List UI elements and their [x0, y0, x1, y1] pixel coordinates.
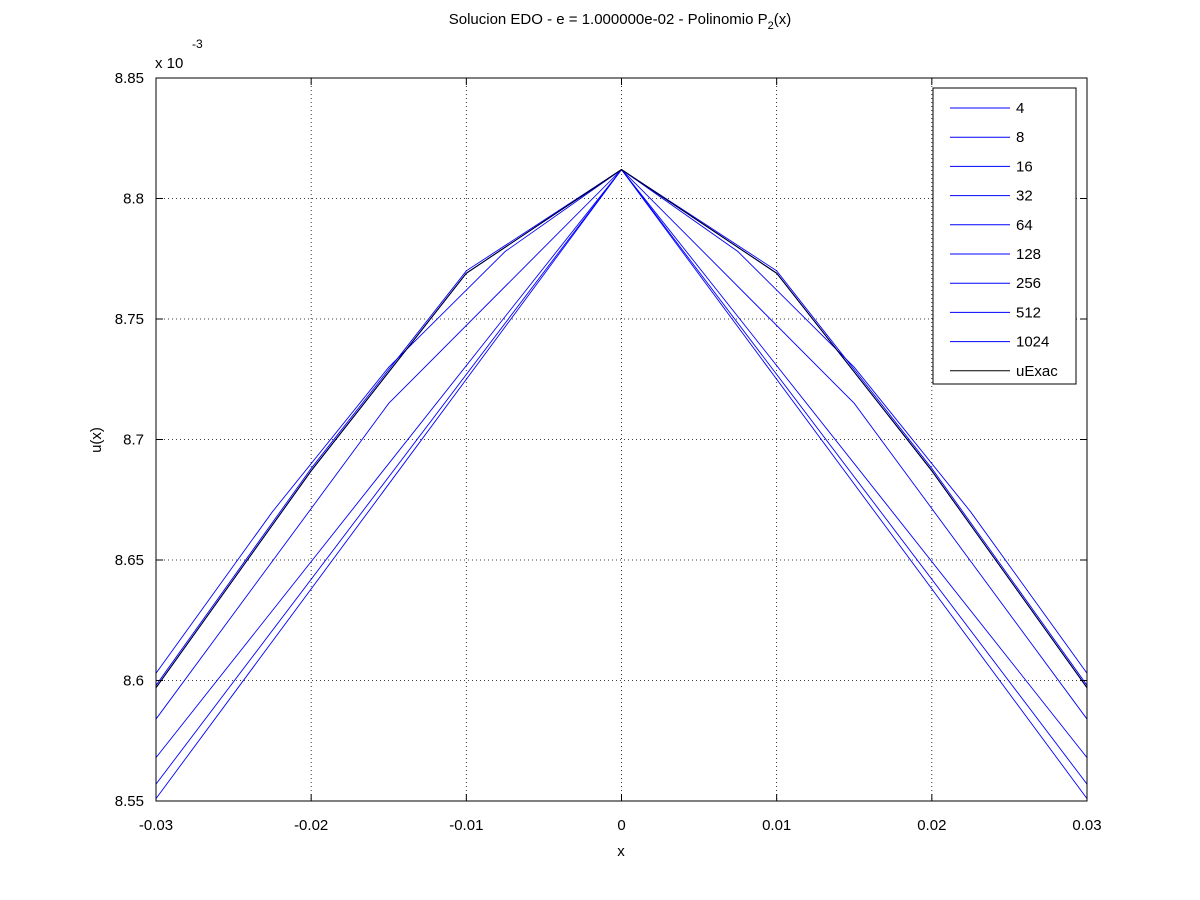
y-tick-label: 8.55 — [115, 793, 144, 810]
plot-series — [155, 168, 1088, 799]
chart-title-tail: (x) — [774, 11, 792, 28]
legend-label-uExac: uExac — [1016, 363, 1058, 380]
grid-lines — [156, 78, 1087, 801]
legend-label-128: 128 — [1016, 246, 1041, 263]
x-axis-label: x — [617, 843, 625, 860]
y-tick-label: 8.6 — [123, 673, 144, 690]
legend-label-32: 32 — [1016, 188, 1033, 205]
legend-label-512: 512 — [1016, 304, 1041, 321]
x-tick-label: 0 — [617, 817, 625, 834]
y-tick-label: 8.75 — [115, 311, 144, 328]
y-tick-label: 8.7 — [123, 432, 144, 449]
y-tick-label: 8.65 — [115, 552, 144, 569]
x-tick-label: -0.02 — [294, 817, 328, 834]
legend-label-16: 16 — [1016, 158, 1033, 175]
chart-title: Solucion EDO - e = 1.000000e-02 - Polino… — [449, 11, 792, 32]
legend-label-4: 4 — [1016, 100, 1024, 117]
x-tick-label: 0.01 — [762, 817, 791, 834]
axis-ticks: -0.03 -0.02 -0.01 0 0.01 0.02 0.03 8.55 8.6 8.65 8… — [115, 70, 1102, 834]
x-tick-label: -0.03 — [139, 817, 173, 834]
legend: 4 8 16 32 64 128 256 512 1024 uExac — [932, 87, 1077, 385]
legend-label-256: 256 — [1016, 275, 1041, 292]
y-tick-label: 8.8 — [123, 191, 144, 208]
y-exponent-power: -3 — [192, 37, 203, 51]
legend-label-1024: 1024 — [1016, 334, 1049, 351]
x-tick-label: -0.01 — [449, 817, 483, 834]
x-tick-label: 0.03 — [1072, 817, 1101, 834]
chart-title-subscript: 2 — [768, 20, 774, 32]
y-tick-label: 8.85 — [115, 70, 144, 87]
y-exponent-label: x 10 — [155, 55, 183, 72]
legend-box — [932, 87, 1077, 385]
y-axis-label: u(x) — [88, 427, 105, 453]
series-line-uExac — [155, 169, 1088, 688]
x-tick-label: 0.02 — [917, 817, 946, 834]
legend-label-64: 64 — [1016, 217, 1033, 234]
legend-label-8: 8 — [1016, 129, 1024, 146]
